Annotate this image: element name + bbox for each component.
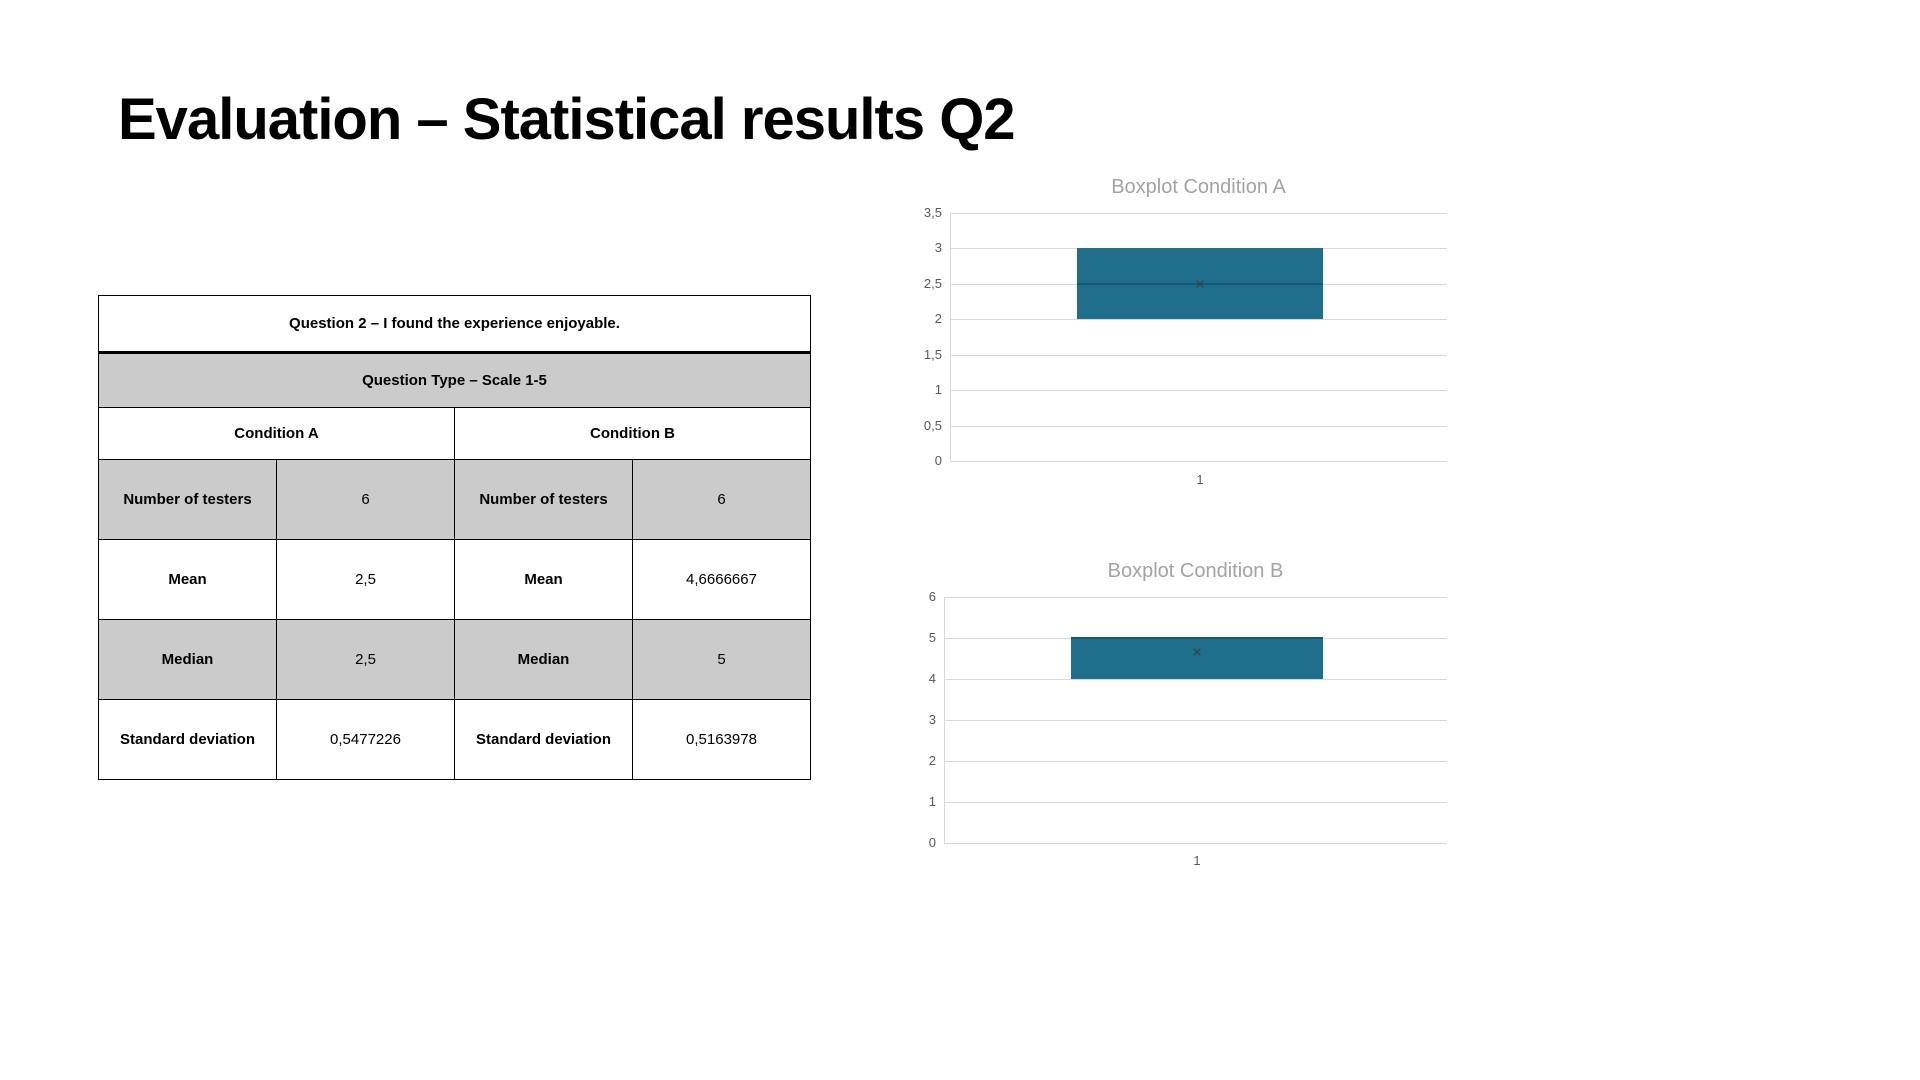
testers-label-a: Number of testers: [98, 459, 277, 540]
testers-value-a: 6: [276, 459, 455, 540]
y-axis-tick-label: 3,5: [923, 205, 942, 220]
table-row-testers: Number of testers 6 Number of testers 6: [98, 459, 811, 540]
median-value-a: 2,5: [276, 619, 455, 700]
gridline: [944, 720, 1447, 721]
table-row-condition-headers: Condition A Condition B: [98, 407, 811, 460]
gridline: [944, 843, 1447, 844]
boxplot-condition-a-chart: Boxplot Condition A 3,5 3 2,5 2 1,5 1 0,5 0 × 1: [900, 170, 1460, 515]
question-type-cell: Question Type – Scale 1-5: [98, 352, 811, 408]
slide-title: Evaluation – Statistical results Q2: [118, 87, 1016, 152]
y-axis-tick-label: 5: [928, 630, 936, 645]
boxplot-box: [1071, 638, 1323, 679]
gridline: [944, 679, 1447, 680]
y-axis-tick-label: 3: [934, 240, 942, 256]
y-axis-line: [944, 597, 945, 843]
median-line: [1071, 637, 1323, 639]
stddev-value-b: 0,5163978: [632, 699, 811, 780]
gridline: [944, 761, 1447, 762]
x-axis-tick-label: 1: [1196, 472, 1204, 487]
median-label-b: Median: [454, 619, 633, 700]
gridline: [950, 425, 1447, 427]
testers-value-b: 6: [632, 459, 811, 540]
mean-value-a: 2,5: [276, 539, 455, 620]
mean-marker-icon: ×: [1195, 274, 1205, 294]
y-axis-tick-label: 1: [928, 794, 936, 809]
median-line: [1077, 282, 1323, 285]
median-label-a: Median: [98, 619, 277, 700]
y-axis-tick-label: 2: [928, 753, 936, 768]
y-axis-tick-label: 4: [928, 671, 936, 686]
gridline: [944, 597, 1447, 598]
gridline: [950, 354, 1447, 356]
median-value-b: 5: [632, 619, 811, 700]
gridline: [950, 319, 1447, 321]
mean-label-b: Mean: [454, 539, 633, 620]
table-row-median: Median 2,5 Median 5: [98, 619, 811, 700]
table-row-stddev: Standard deviation 0,5477226 Standard de…: [98, 699, 811, 780]
y-axis-tick-label: 6: [928, 589, 936, 604]
y-axis-tick-label: 2,5: [923, 275, 942, 291]
y-axis-tick-label: 0: [934, 453, 942, 468]
y-axis-tick-label: 3: [928, 712, 936, 727]
gridline: [950, 213, 1447, 214]
y-axis-line: [950, 213, 951, 461]
chart-title: Boxplot Condition B: [1107, 560, 1284, 582]
gridline: [950, 461, 1447, 462]
table-row-mean: Mean 2,5 Mean 4,6666667: [98, 539, 811, 620]
condition-a-header-cell: Condition A: [98, 407, 455, 460]
y-axis-tick-label: 0,5: [923, 417, 942, 433]
stddev-label-b: Standard deviation: [454, 699, 633, 780]
testers-label-b: Number of testers: [454, 459, 633, 540]
y-axis-tick-label: 2: [934, 311, 942, 327]
gridline: [944, 802, 1447, 803]
y-axis-tick-label: 1,5: [923, 346, 942, 362]
stddev-value-a: 0,5477226: [276, 699, 455, 780]
table-row-question-type: Question Type – Scale 1-5: [98, 352, 811, 408]
statistics-table: Question 2 – I found the experience enjo…: [98, 295, 811, 780]
question-cell: Question 2 – I found the experience enjo…: [98, 295, 811, 354]
table-row-question: Question 2 – I found the experience enjo…: [98, 295, 811, 354]
y-axis-tick-label: 0: [928, 835, 936, 850]
mean-label-a: Mean: [98, 539, 277, 620]
mean-marker-icon: ×: [1192, 642, 1202, 662]
boxplot-condition-b-chart: Boxplot Condition B 6 5 4 3 2 1 0 × 1: [900, 553, 1460, 883]
chart-title: Boxplot Condition A: [1111, 176, 1286, 198]
x-axis-tick-label: 1: [1193, 853, 1201, 868]
gridline: [950, 390, 1447, 392]
y-axis-tick-label: 1: [934, 382, 942, 398]
stddev-label-a: Standard deviation: [98, 699, 277, 780]
mean-value-b: 4,6666667: [632, 539, 811, 620]
condition-b-header-cell: Condition B: [454, 407, 811, 460]
